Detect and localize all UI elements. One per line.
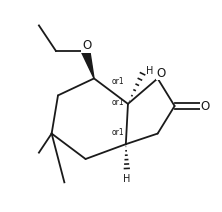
Text: H: H xyxy=(123,174,131,184)
Polygon shape xyxy=(81,50,94,78)
Text: or1: or1 xyxy=(112,98,125,107)
Text: O: O xyxy=(156,67,165,80)
Text: O: O xyxy=(82,39,91,52)
Text: H: H xyxy=(146,66,154,76)
Text: or1: or1 xyxy=(112,77,125,86)
Text: O: O xyxy=(201,99,210,113)
Text: or1: or1 xyxy=(112,128,125,137)
